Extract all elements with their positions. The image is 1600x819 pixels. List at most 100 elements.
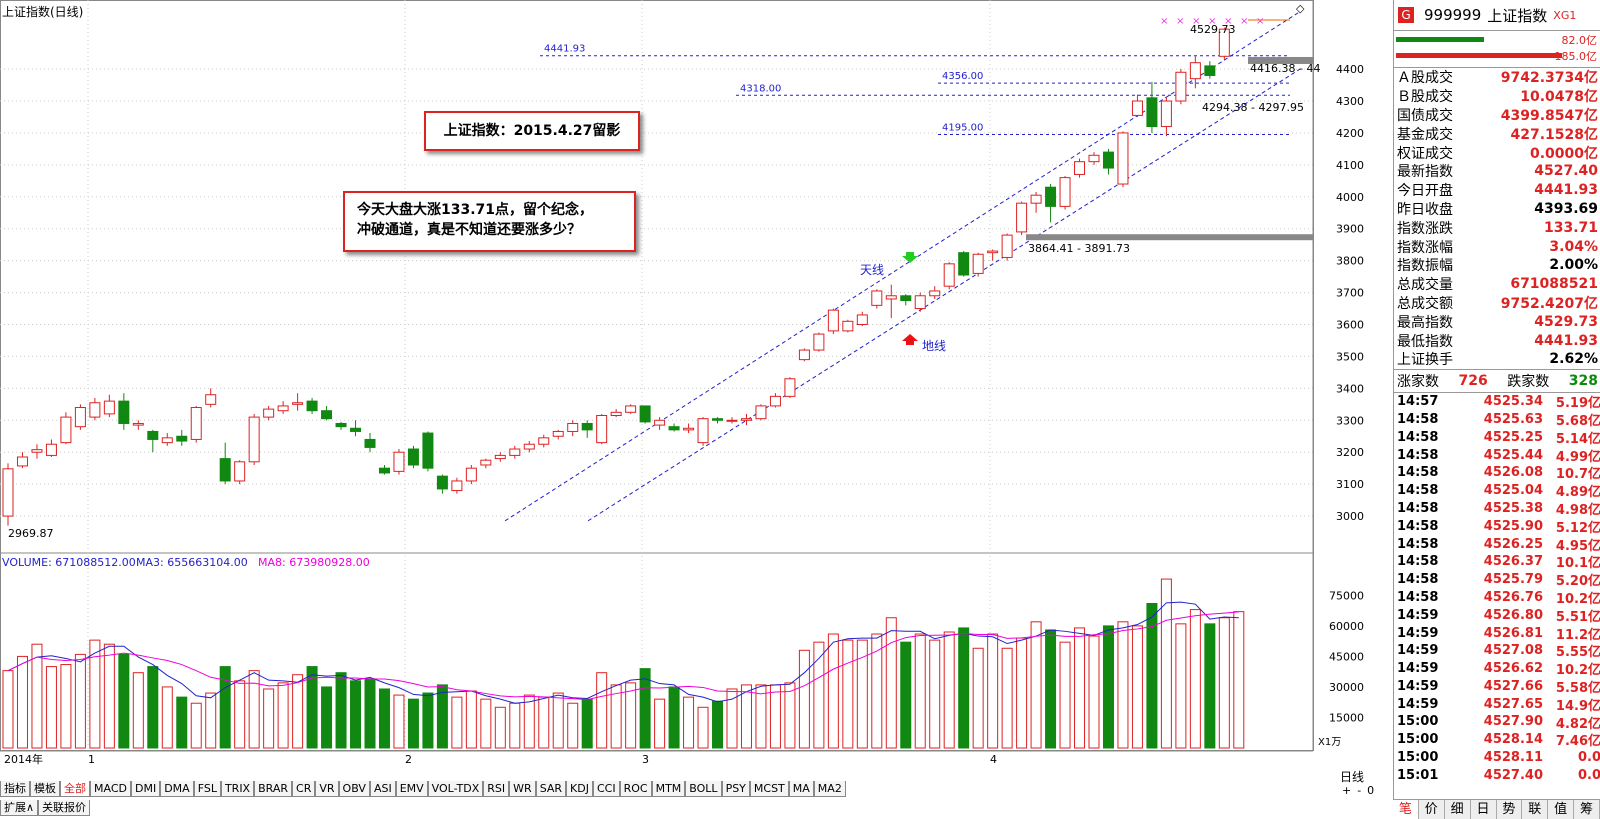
candle-body bbox=[1160, 100, 1172, 128]
comment-line-2: 冲破通道，真是不知道还要涨多少？ bbox=[357, 222, 581, 238]
kline-chart[interactable]: 4400 4300 4200 4100 4000 3900 3800 3700 3600 3500… bbox=[0, 0, 1393, 800]
tab-kdj[interactable]: KDJ bbox=[566, 781, 593, 797]
tab-trix[interactable]: TRIX bbox=[220, 781, 255, 797]
volume-bar bbox=[856, 639, 868, 749]
quote-tab[interactable]: 笔 bbox=[1393, 800, 1419, 819]
tab-emv[interactable]: EMV bbox=[395, 781, 428, 797]
vol-y-tick-label: 30000 bbox=[1329, 681, 1364, 694]
high-label: 4529.73 bbox=[1190, 23, 1236, 36]
candle-body bbox=[132, 422, 144, 426]
tab-wr[interactable]: WR bbox=[509, 781, 536, 797]
quote-tab[interactable]: 联 bbox=[1522, 800, 1549, 819]
stat-value: 0.0000亿 bbox=[1529, 145, 1598, 162]
volume-bar bbox=[321, 686, 333, 749]
tab-ma2[interactable]: MA2 bbox=[813, 781, 846, 797]
volume-bar bbox=[234, 680, 246, 749]
candle-body bbox=[755, 405, 767, 420]
tab-sar[interactable]: SAR bbox=[535, 781, 567, 797]
stat-row: 指数涨跌 133.71 bbox=[1394, 218, 1600, 237]
tab-vol-tdx[interactable]: VOL-TDX bbox=[427, 781, 484, 797]
tab-dma[interactable]: DMA bbox=[160, 781, 194, 797]
tick-amount: 4.98亿 bbox=[1555, 502, 1600, 518]
stat-label: 国债成交 bbox=[1397, 108, 1453, 124]
candle-body bbox=[263, 408, 275, 418]
y-tick-label: 3000 bbox=[1336, 510, 1364, 523]
tab-mcst[interactable]: MCST bbox=[749, 781, 789, 797]
tick-time: 14:58 bbox=[1397, 554, 1439, 570]
quote-tab[interactable]: 筹 bbox=[1574, 800, 1600, 819]
tick-price: 4527.40 bbox=[1483, 767, 1543, 783]
tick-row: 14:58 4526.08 10.7亿 bbox=[1394, 464, 1600, 482]
ma8-line bbox=[7, 611, 1239, 701]
tick-list[interactable]: 14:57 4525.34 5.19亿 14:58 4525.63 5.68亿 14:58 4… bbox=[1394, 391, 1600, 785]
tab-fsl[interactable]: FSL bbox=[193, 781, 221, 797]
tab2-item[interactable]: 关联报价 bbox=[38, 800, 91, 816]
quote-tab[interactable]: 细 bbox=[1445, 800, 1471, 819]
quote-tab[interactable]: 日 bbox=[1471, 800, 1497, 819]
candle-body bbox=[784, 378, 796, 397]
volume-bar bbox=[89, 639, 101, 749]
x-tick-label: 2014年 bbox=[4, 752, 43, 766]
tab-boll[interactable]: BOLL bbox=[685, 781, 722, 797]
candle-body bbox=[740, 418, 752, 421]
stat-value: 4529.73 bbox=[1534, 313, 1598, 330]
tab-asi[interactable]: ASI bbox=[369, 781, 396, 797]
tick-price: 4525.25 bbox=[1483, 429, 1543, 445]
y-tick-label: 3300 bbox=[1336, 414, 1364, 427]
tick-price: 4526.62 bbox=[1483, 661, 1543, 677]
tick-time: 14:59 bbox=[1397, 625, 1439, 641]
tab-cr[interactable]: CR bbox=[292, 781, 316, 797]
tab-cci[interactable]: CCI bbox=[592, 781, 620, 797]
volume-bar bbox=[827, 633, 839, 749]
marker-icon: × bbox=[1192, 16, 1200, 27]
candle-body bbox=[1218, 28, 1230, 57]
tick-time: 14:59 bbox=[1397, 607, 1439, 623]
stat-label: 昨日收盘 bbox=[1397, 201, 1453, 218]
tick-amount: 5.68亿 bbox=[1555, 413, 1600, 429]
tab-roc[interactable]: ROC bbox=[619, 781, 652, 797]
tick-amount: 4.82亿 bbox=[1555, 716, 1600, 732]
tab-rsi[interactable]: RSI bbox=[483, 781, 510, 797]
tab-macd[interactable]: MACD bbox=[90, 781, 131, 797]
candle-body bbox=[161, 437, 173, 444]
y-tick-label: 3400 bbox=[1336, 382, 1364, 395]
tick-price: 4527.66 bbox=[1483, 678, 1543, 694]
candle-body bbox=[856, 314, 868, 326]
tab-mtm[interactable]: MTM bbox=[651, 781, 686, 797]
candle-body bbox=[321, 410, 333, 420]
stat-row: 基金成交 427.1528亿 bbox=[1394, 124, 1600, 143]
quote-tab[interactable]: 价 bbox=[1419, 800, 1445, 819]
tab-指标[interactable]: 指标 bbox=[0, 781, 30, 797]
volume-bar bbox=[147, 666, 159, 749]
stat-value: 4527.40 bbox=[1534, 163, 1598, 180]
quote-tab[interactable]: 势 bbox=[1497, 800, 1523, 819]
tab-ma[interactable]: MA bbox=[788, 781, 814, 797]
y-tick-label: 4400 bbox=[1336, 63, 1364, 76]
tab2-item[interactable]: 扩展∧ bbox=[0, 800, 39, 816]
tab-全部[interactable]: 全部 bbox=[60, 781, 90, 797]
period-label[interactable]: 日线 bbox=[1340, 770, 1365, 784]
volume-bar bbox=[292, 674, 304, 749]
quote-tab[interactable]: 值 bbox=[1548, 800, 1575, 819]
stat-label: 指数涨跌 bbox=[1397, 220, 1453, 237]
tab-模板[interactable]: 模板 bbox=[30, 781, 60, 797]
stat-row: 指数振幅 2.00% bbox=[1394, 256, 1600, 275]
up-count: 726 bbox=[1458, 372, 1488, 389]
candle-body bbox=[451, 480, 463, 492]
volume-bar bbox=[306, 666, 318, 749]
volume-bar bbox=[1218, 617, 1230, 749]
volume-bar bbox=[1117, 621, 1129, 749]
volume-bar bbox=[1204, 623, 1216, 749]
tab-dmi[interactable]: DMI bbox=[130, 781, 161, 797]
tick-row: 14:58 4525.90 5.12亿 bbox=[1394, 517, 1600, 536]
tab-brar[interactable]: BRAR bbox=[254, 781, 293, 797]
volume-bar bbox=[335, 672, 347, 749]
tick-amount: 5.12亿 bbox=[1555, 520, 1600, 536]
tab-vr[interactable]: VR bbox=[315, 781, 339, 797]
tab-obv[interactable]: OBV bbox=[338, 781, 370, 797]
stock-badge[interactable]: G bbox=[1398, 7, 1414, 23]
volume-bar bbox=[407, 698, 419, 749]
tab-psy[interactable]: PSY bbox=[721, 781, 750, 797]
volume-bar bbox=[465, 690, 477, 749]
zoom-controls[interactable]: +-0 bbox=[1342, 784, 1381, 797]
